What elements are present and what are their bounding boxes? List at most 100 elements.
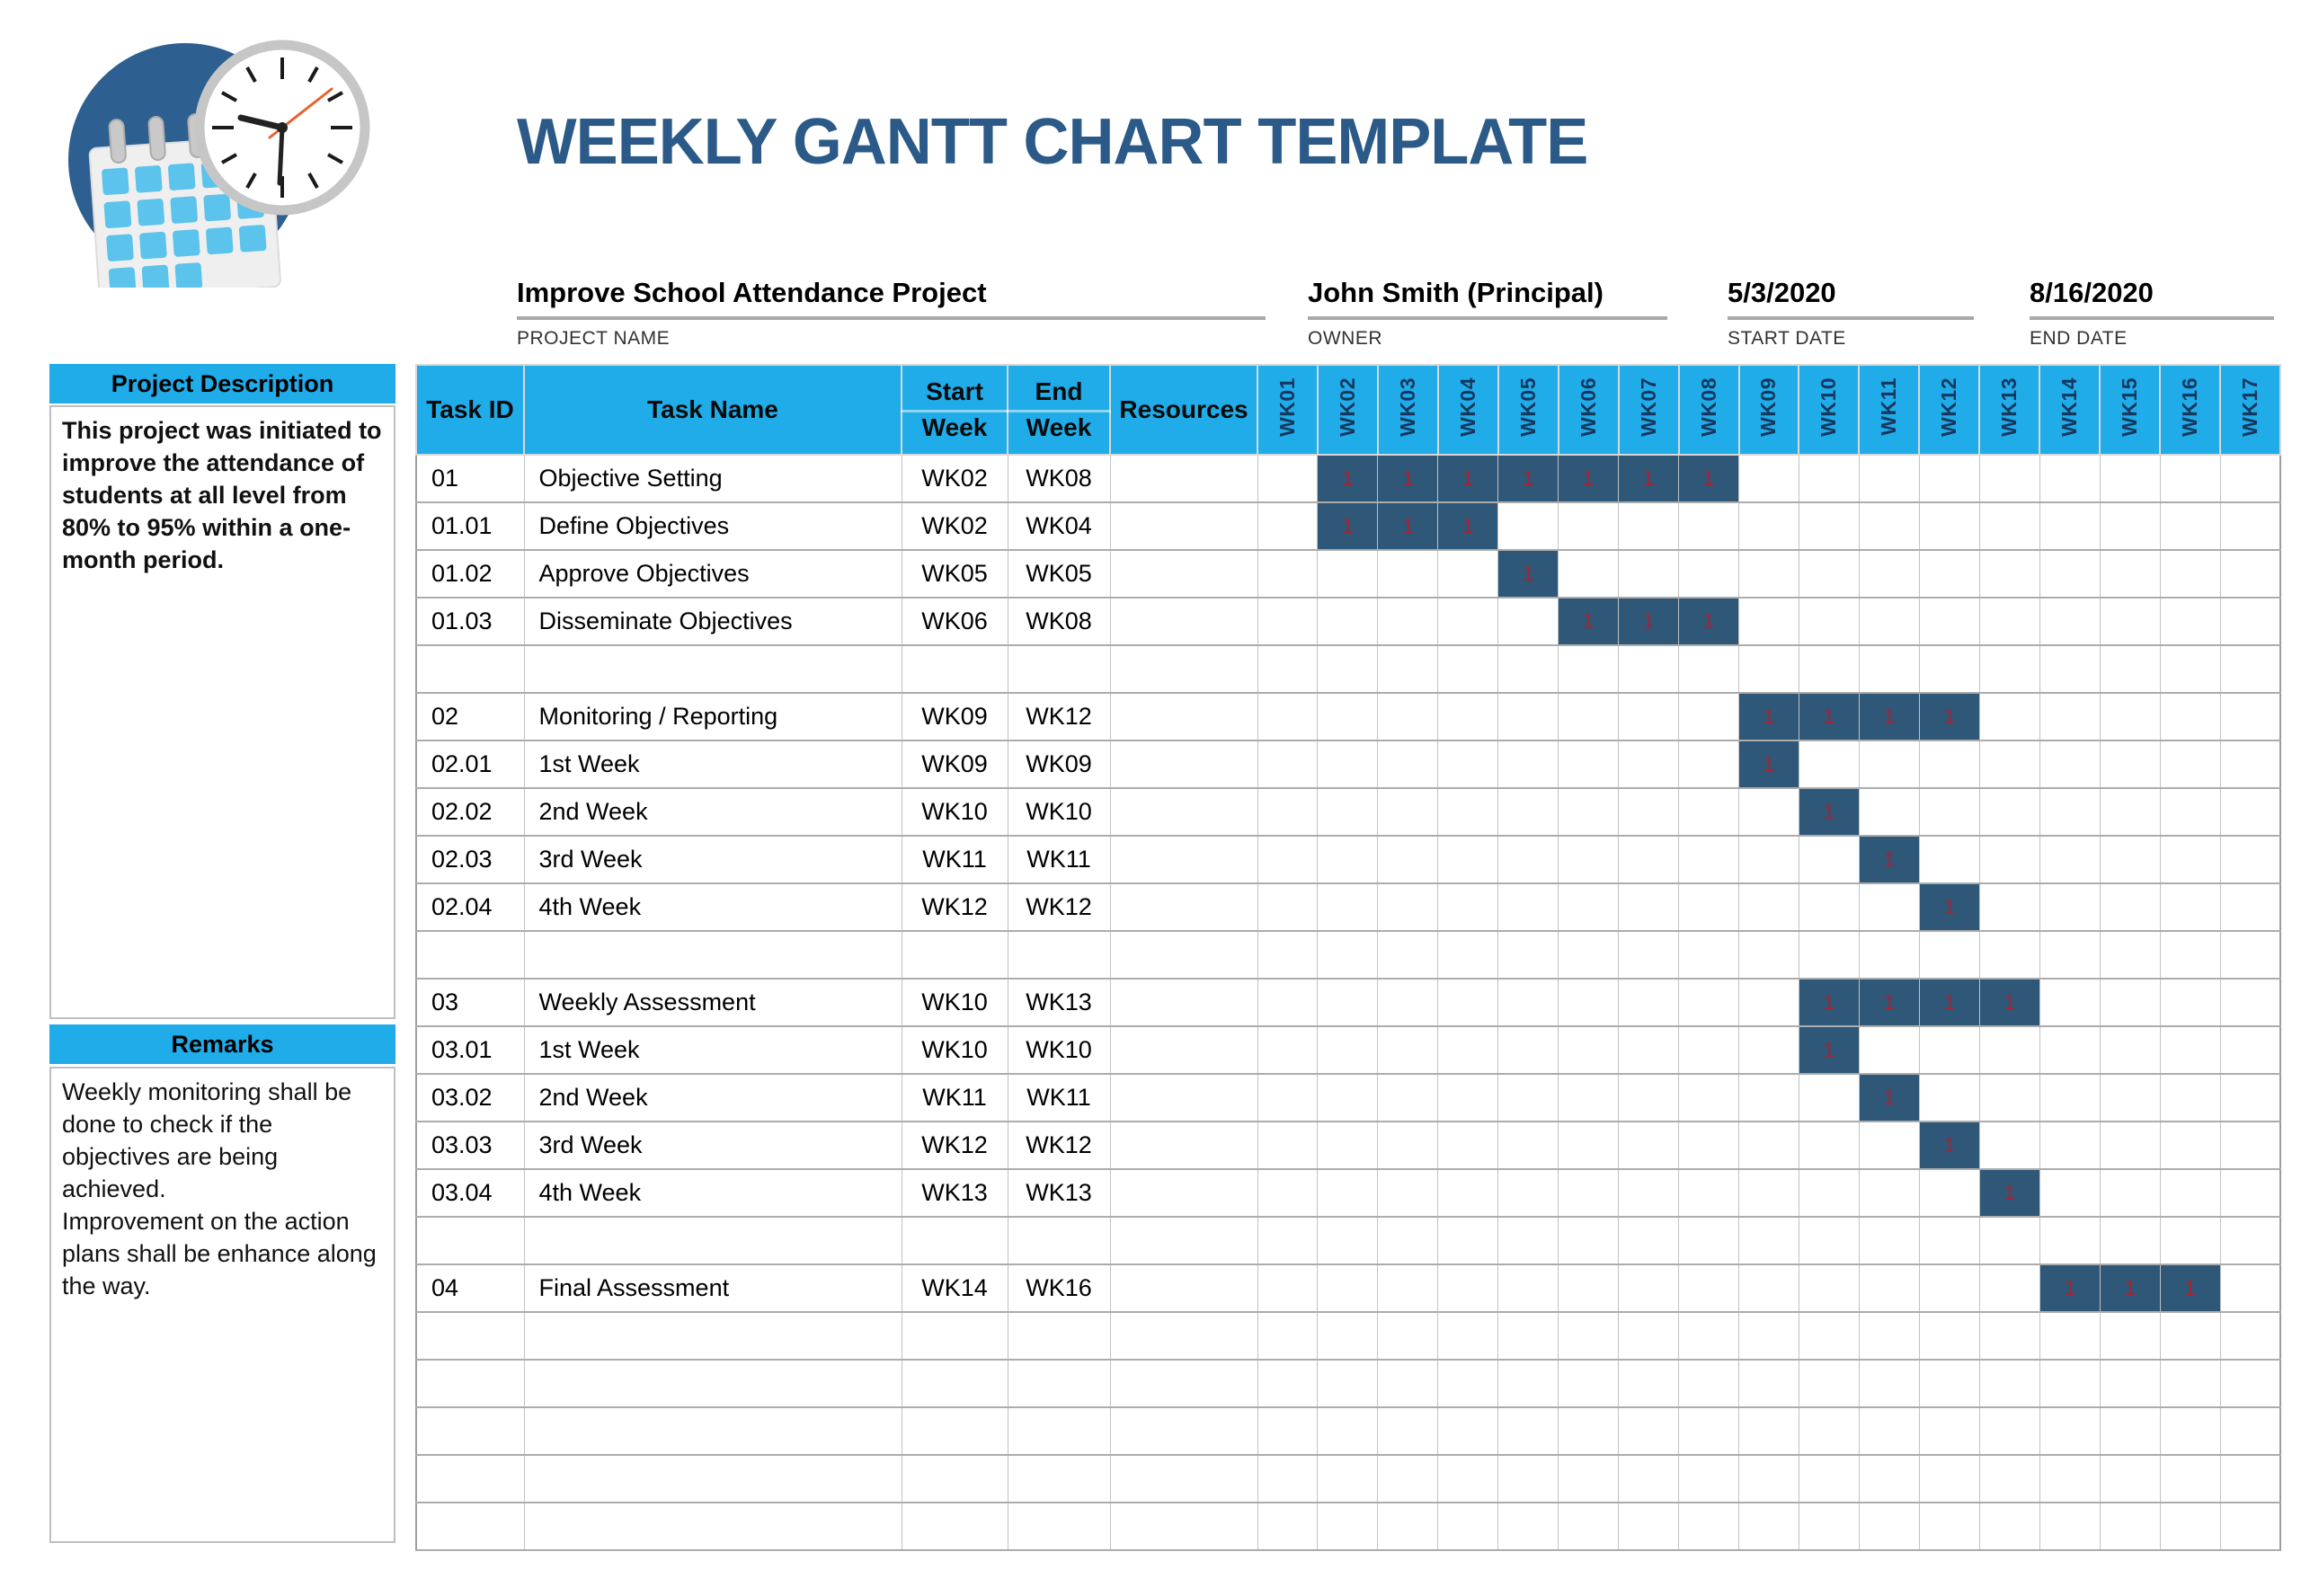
cell-start-week[interactable] — [901, 1311, 1008, 1361]
cell-start-week[interactable]: WK14 — [901, 1264, 1008, 1313]
cell-task-name[interactable]: 1st Week — [523, 740, 902, 789]
gantt-cell[interactable] — [1978, 1406, 2040, 1456]
gantt-cell[interactable] — [2219, 740, 2281, 789]
gantt-cell[interactable] — [1798, 882, 1860, 932]
gantt-cell[interactable] — [1738, 1502, 1799, 1551]
cell-task-id[interactable]: 01.03 — [415, 597, 525, 646]
gantt-cell[interactable] — [1978, 692, 2040, 741]
gantt-cell[interactable] — [1978, 454, 2040, 503]
gantt-cell[interactable] — [2219, 1025, 2281, 1075]
gantt-cell[interactable] — [1558, 740, 1620, 789]
gantt-cell[interactable] — [1678, 1454, 1739, 1503]
gantt-cell[interactable] — [2039, 1121, 2101, 1170]
cell-task-name[interactable]: 2nd Week — [523, 1073, 902, 1122]
gantt-bar-cell[interactable]: 1 — [1978, 1168, 2040, 1218]
gantt-cell[interactable] — [1497, 1406, 1559, 1456]
gantt-cell[interactable] — [1678, 787, 1739, 837]
gantt-cell[interactable] — [1798, 501, 1860, 551]
gantt-cell[interactable] — [1618, 1216, 1680, 1265]
gantt-cell[interactable] — [1738, 549, 1799, 598]
gantt-cell[interactable] — [1798, 930, 1860, 980]
gantt-cell[interactable] — [1317, 978, 1379, 1027]
gantt-cell[interactable] — [1738, 1025, 1799, 1075]
gantt-cell[interactable] — [2039, 692, 2101, 741]
gantt-bar-cell[interactable]: 1 — [1858, 978, 1920, 1027]
gantt-cell[interactable] — [1558, 1216, 1620, 1265]
gantt-cell[interactable] — [1738, 597, 1799, 646]
cell-task-id[interactable] — [415, 1311, 525, 1361]
gantt-cell[interactable] — [2159, 1025, 2221, 1075]
gantt-cell[interactable] — [2039, 1406, 2101, 1456]
gantt-cell[interactable] — [1497, 692, 1559, 741]
gantt-cell[interactable] — [1738, 1406, 1799, 1456]
gantt-bar-cell[interactable]: 1 — [1437, 454, 1499, 503]
gantt-cell[interactable] — [1558, 835, 1620, 884]
gantt-cell[interactable] — [1978, 787, 2040, 837]
gantt-cell[interactable] — [1738, 1311, 1799, 1361]
gantt-cell[interactable] — [1618, 549, 1680, 598]
cell-task-id[interactable]: 03 — [415, 978, 525, 1027]
project-description-box[interactable]: This project was initiated to improve th… — [49, 405, 395, 1019]
cell-task-id[interactable] — [415, 930, 525, 980]
gantt-cell[interactable] — [1798, 1073, 1860, 1122]
gantt-cell[interactable] — [1678, 1311, 1739, 1361]
gantt-cell[interactable] — [1377, 1406, 1439, 1456]
cell-task-name[interactable]: 4th Week — [523, 1168, 902, 1218]
cell-task-name[interactable]: Objective Setting — [523, 454, 902, 503]
gantt-cell[interactable] — [2099, 787, 2161, 837]
cell-task-id[interactable]: 02.01 — [415, 740, 525, 789]
gantt-cell[interactable] — [1918, 835, 1980, 884]
gantt-cell[interactable] — [1377, 549, 1439, 598]
cell-task-id[interactable]: 03.02 — [415, 1073, 525, 1122]
gantt-cell[interactable] — [1618, 501, 1680, 551]
cell-task-id[interactable] — [415, 644, 525, 694]
gantt-cell[interactable] — [1678, 1121, 1739, 1170]
gantt-cell[interactable] — [2219, 978, 2281, 1027]
cell-task-id[interactable]: 02.03 — [415, 835, 525, 884]
cell-task-name[interactable] — [523, 930, 902, 980]
gantt-cell[interactable] — [2219, 454, 2281, 503]
gantt-cell[interactable] — [1558, 1073, 1620, 1122]
gantt-cell[interactable] — [1918, 1406, 1980, 1456]
gantt-cell[interactable] — [2219, 787, 2281, 837]
gantt-cell[interactable] — [1678, 1359, 1739, 1408]
cell-task-name[interactable]: Define Objectives — [523, 501, 902, 551]
gantt-cell[interactable] — [2039, 1359, 2101, 1408]
cell-task-name[interactable] — [523, 1216, 902, 1265]
gantt-bar-cell[interactable]: 1 — [1798, 978, 1860, 1027]
gantt-cell[interactable] — [1618, 1121, 1680, 1170]
cell-task-name[interactable] — [523, 1502, 902, 1551]
gantt-cell[interactable] — [1257, 930, 1319, 980]
gantt-cell[interactable] — [1377, 787, 1439, 837]
gantt-cell[interactable] — [1317, 1311, 1379, 1361]
gantt-cell[interactable] — [1377, 882, 1439, 932]
cell-resources[interactable] — [1109, 1121, 1258, 1170]
gantt-cell[interactable] — [1738, 1121, 1799, 1170]
cell-resources[interactable] — [1109, 978, 1258, 1027]
gantt-cell[interactable] — [1618, 787, 1680, 837]
gantt-cell[interactable] — [1437, 930, 1499, 980]
gantt-cell[interactable] — [1497, 978, 1559, 1027]
gantt-cell[interactable] — [1257, 978, 1319, 1027]
gantt-cell[interactable] — [1738, 978, 1799, 1027]
gantt-cell[interactable] — [1798, 1121, 1860, 1170]
cell-task-id[interactable]: 03.04 — [415, 1168, 525, 1218]
gantt-cell[interactable] — [2159, 1121, 2221, 1170]
gantt-cell[interactable] — [1377, 1121, 1439, 1170]
gantt-cell[interactable] — [1377, 1502, 1439, 1551]
gantt-cell[interactable] — [1858, 1025, 1920, 1075]
gantt-bar-cell[interactable]: 1 — [1858, 692, 1920, 741]
gantt-cell[interactable] — [1738, 1168, 1799, 1218]
gantt-cell[interactable] — [1558, 1264, 1620, 1313]
gantt-cell[interactable] — [2039, 644, 2101, 694]
cell-end-week[interactable]: WK05 — [1007, 549, 1111, 598]
gantt-cell[interactable] — [1497, 930, 1559, 980]
gantt-cell[interactable] — [2159, 1406, 2221, 1456]
gantt-cell[interactable] — [1317, 1216, 1379, 1265]
gantt-cell[interactable] — [2099, 1073, 2161, 1122]
gantt-cell[interactable] — [1978, 549, 2040, 598]
gantt-cell[interactable] — [2219, 597, 2281, 646]
cell-task-id[interactable] — [415, 1406, 525, 1456]
gantt-cell[interactable] — [1317, 1264, 1379, 1313]
gantt-cell[interactable] — [2219, 1216, 2281, 1265]
